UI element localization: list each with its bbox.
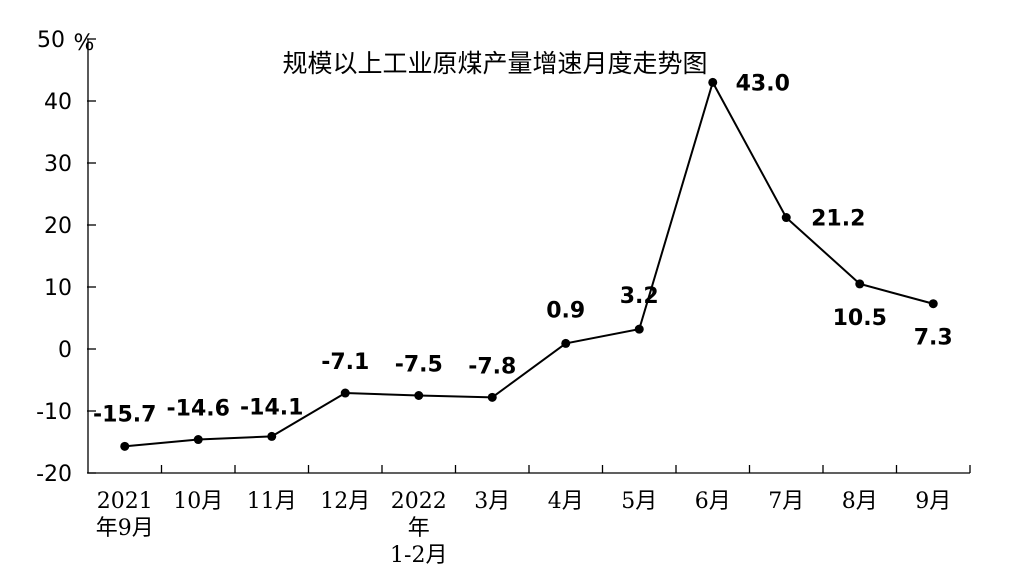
data-point [708,77,718,87]
x-tick-label: 2022 年 1-2月 [390,489,447,568]
x-tick-label: 5月 [621,489,657,514]
data-label: 43.0 [736,71,790,96]
x-tick-label: 12月 [320,489,370,514]
data-label: -15.7 [93,402,156,427]
data-label: -7.5 [395,353,443,378]
y-axis-unit: % [74,31,95,56]
data-point [120,441,130,451]
x-tick-label: 3月 [474,489,510,514]
data-point [487,392,497,402]
data-point [781,213,791,223]
y-tick-label: 50 [37,28,65,53]
series-line [124,79,934,448]
y-tick-label: -10 [36,400,72,425]
data-point [928,299,938,309]
data-point [193,435,203,445]
y-tick-label: 30 [44,152,72,177]
data-point [634,324,644,334]
x-tick-label: 4月 [548,489,584,514]
x-tick-label: 6月 [695,489,731,514]
data-label: 0.9 [546,298,585,323]
data-label: -7.1 [321,350,369,375]
x-tick-label: 2021 年9月 [96,489,154,541]
y-tick-label: 20 [44,214,72,239]
data-point [414,391,424,400]
data-point [855,279,865,289]
data-label: 10.5 [833,306,887,331]
data-label: 7.3 [914,326,953,351]
data-point [561,338,571,348]
data-point [340,388,350,398]
x-tick-label: 8月 [842,489,878,514]
y-tick-label: 10 [44,276,72,301]
data-label: -7.8 [468,354,516,379]
data-label: 21.2 [811,207,865,232]
x-tick-label: 11月 [247,489,297,514]
y-tick-label: 40 [44,90,72,115]
data-point [267,431,277,441]
data-label: -14.1 [240,395,303,420]
x-tick-label: 10月 [173,489,223,514]
data-label: -14.6 [167,397,230,422]
data-label: 3.2 [620,284,659,309]
y-tick-label: 0 [58,338,72,363]
x-tick-label: 9月 [915,489,951,514]
x-tick-label: 7月 [768,489,804,514]
chart-title: 规模以上工业原煤产量增速月度走势图 [282,49,707,78]
y-tick-label: -20 [36,462,72,487]
